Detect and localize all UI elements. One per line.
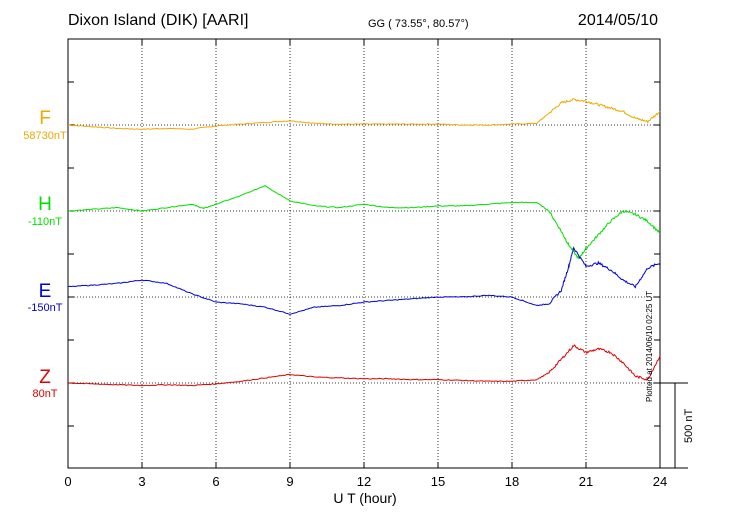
- station-title: Dixon Island (DIK) [AARI]: [68, 12, 249, 29]
- series-line-z: [67, 344, 661, 387]
- plotted-at-note: Plotted at 2014/06/10 02:25 UT: [645, 290, 654, 402]
- series-lines: [67, 98, 661, 387]
- x-tick-label: 15: [431, 474, 445, 489]
- station-coordinates: GG ( 73.55°, 80.57°): [368, 18, 469, 30]
- x-axis-ticks: 0 3 6 9 12 15 18 21 24: [64, 39, 667, 489]
- baselines: [68, 124, 660, 384]
- baseline-label-h: -110nT: [27, 216, 63, 228]
- component-label-h: H: [38, 194, 52, 215]
- x-tick-label: 18: [505, 474, 519, 489]
- baseline-label-f: 58730nT: [23, 130, 67, 142]
- component-label-f: F: [39, 108, 51, 129]
- baseline-label-e: -150nT: [27, 302, 63, 314]
- x-tick-label: 21: [579, 474, 593, 489]
- component-label-e: E: [38, 281, 52, 302]
- grid: [141, 39, 587, 468]
- series-line-f: [67, 98, 661, 131]
- scale-bar: [660, 382, 688, 469]
- baseline-label-z: 80nT: [32, 388, 58, 400]
- x-tick-label: 0: [64, 474, 71, 489]
- component-label-z: Z: [39, 367, 51, 388]
- x-tick-label: 24: [653, 474, 667, 489]
- x-tick-label: 6: [212, 474, 219, 489]
- plot-frame: [67, 38, 661, 469]
- x-tick-label: 9: [286, 474, 293, 489]
- scale-bar-label: 500 nT: [683, 408, 695, 443]
- x-tick-label: 12: [357, 474, 371, 489]
- x-axis-label: U T (hour): [333, 490, 397, 506]
- plot-date: 2014/05/10: [577, 12, 658, 29]
- x-tick-label: 3: [138, 474, 145, 489]
- series-line-h: [67, 185, 661, 260]
- series-line-e: [67, 246, 661, 315]
